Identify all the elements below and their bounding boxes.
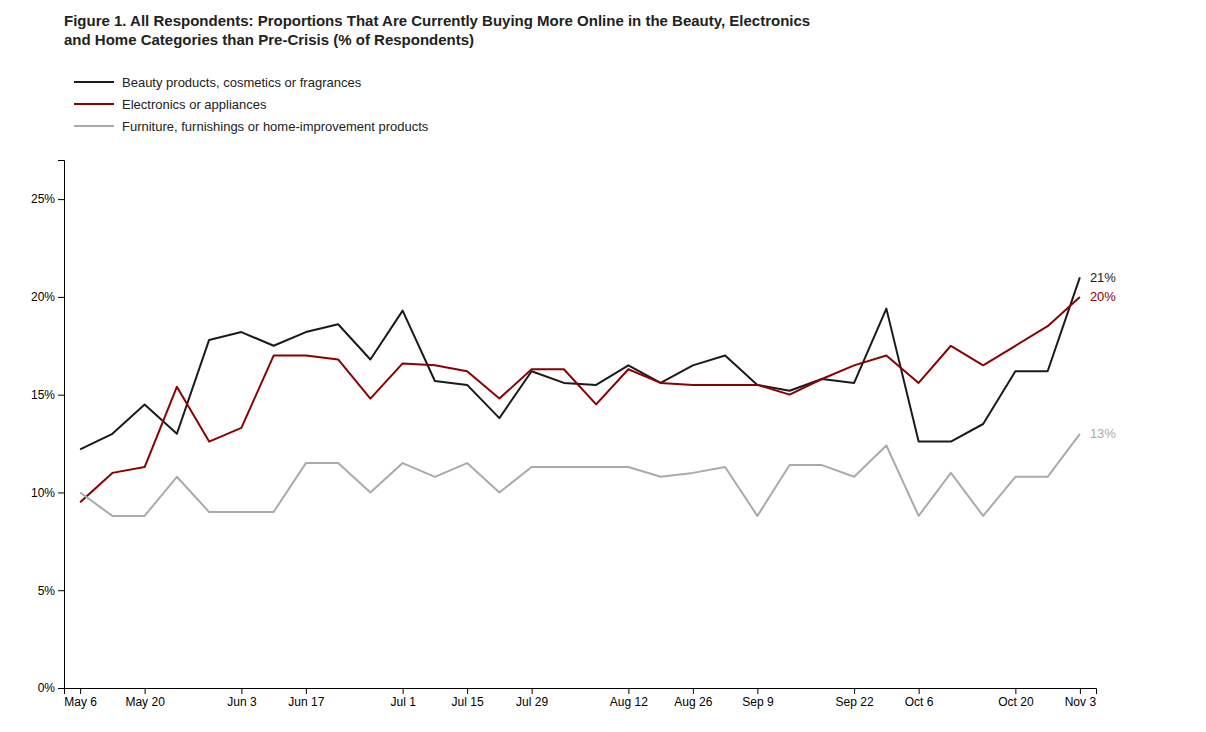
y-tick-mark (58, 688, 64, 689)
y-tick-label: 15% (31, 388, 55, 402)
x-tick: Oct 6 (905, 688, 934, 709)
x-tick: Jun 3 (227, 688, 257, 709)
x-tick: May 20 (125, 688, 165, 709)
x-tick-label: Oct 20 (998, 695, 1034, 709)
y-tick-label: 10% (31, 486, 55, 500)
x-tick-mark (919, 688, 920, 694)
x-tick: Jun 17 (288, 688, 324, 709)
series-line (80, 434, 1080, 516)
x-tick: Aug 26 (674, 688, 712, 709)
x-tick-label: Oct 6 (905, 695, 934, 709)
x-tick-label: May 20 (125, 695, 165, 709)
legend-label: Electronics or appliances (122, 97, 267, 112)
x-tick: Sep 9 (742, 688, 774, 709)
x-tick-label: Jul 29 (516, 695, 548, 709)
x-tick-mark (1015, 688, 1016, 694)
title: Figure 1. All Respondents: Proportions T… (64, 12, 810, 48)
x-tick-label: Aug 26 (674, 695, 712, 709)
series-group (80, 277, 1080, 516)
x-tick-label: Jun 17 (288, 695, 324, 709)
y-tick-mark (58, 492, 64, 493)
y-tick-mark (58, 199, 64, 200)
series-line (80, 277, 1080, 449)
y-tick: 10% (31, 486, 64, 500)
plot-area: 0% 5% 10% 15% 20% 25% May 6 May 20 Jun 3 Jun 17 Ju… (31, 161, 1116, 709)
x-tick: May 6 (64, 688, 97, 709)
y-tick: 25% (31, 192, 64, 206)
x-tick-label: Sep 22 (836, 695, 874, 709)
title-line: and Home Categories than Pre-Crisis (% o… (64, 31, 474, 48)
x-tick: Jul 1 (390, 688, 416, 709)
x-axis: May 6 May 20 Jun 3 Jun 17 Jul 1 Jul 15 Jul 29 A… (64, 688, 1096, 709)
title-line: Figure 1. All Respondents: Proportions T… (64, 12, 810, 29)
x-tick: Sep 22 (836, 688, 874, 709)
y-tick: 5% (38, 584, 64, 598)
y-tick-label: 0% (38, 681, 56, 695)
x-tick-mark (854, 688, 855, 694)
x-tick-mark (403, 688, 404, 694)
legend-swatch (74, 103, 114, 105)
legend-swatch (74, 81, 114, 83)
value-label: 13% (1090, 426, 1116, 441)
legend-item: Beauty products, cosmetics or fragrances (74, 75, 362, 90)
value-label: 21% (1090, 270, 1116, 285)
x-tick-mark (532, 688, 533, 694)
y-tick: 20% (31, 290, 64, 304)
y-tick-label: 25% (31, 192, 55, 206)
x-tick-mark (241, 688, 242, 694)
x-tick-label: Sep 9 (742, 695, 774, 709)
y-tick-mark (58, 590, 64, 591)
y-tick-mark (58, 297, 64, 298)
value-label: 20% (1090, 289, 1116, 304)
legend-label: Beauty products, cosmetics or fragrances (122, 75, 362, 90)
legend: Beauty products, cosmetics or fragrances… (74, 75, 429, 134)
x-tick-label: Jul 1 (390, 695, 416, 709)
axis-line (58, 161, 65, 689)
y-tick-label: 5% (38, 584, 56, 598)
chart: Figure 1. All Respondents: Proportions T… (0, 0, 1206, 732)
x-tick-label: Jul 15 (452, 695, 484, 709)
x-tick-mark (1080, 688, 1081, 694)
legend-label: Furniture, furnishings or home-improveme… (122, 119, 429, 134)
x-tick-label: Nov 3 (1065, 695, 1097, 709)
legend-item: Electronics or appliances (74, 97, 267, 112)
y-tick-label: 20% (31, 290, 55, 304)
value-labels: 21% 20% 13% (1090, 270, 1116, 441)
x-tick-mark (693, 688, 694, 694)
x-tick: Jul 29 (516, 688, 548, 709)
x-tick-mark (145, 688, 146, 694)
y-tick: 0% (38, 681, 64, 695)
x-tick-mark (306, 688, 307, 694)
x-tick: Nov 3 (1065, 688, 1097, 709)
x-tick-label: May 6 (64, 695, 97, 709)
x-tick: Jul 15 (452, 688, 484, 709)
x-tick-label: Aug 12 (610, 695, 648, 709)
y-axis: 0% 5% 10% 15% 20% 25% (31, 161, 65, 696)
legend-item: Furniture, furnishings or home-improveme… (74, 119, 429, 134)
x-tick-mark (80, 688, 81, 694)
series-line (80, 297, 1080, 502)
y-tick-mark (58, 395, 64, 396)
y-tick: 15% (31, 388, 64, 402)
axis-line (65, 689, 1097, 695)
x-tick-mark (467, 688, 468, 694)
x-tick: Oct 20 (998, 688, 1034, 709)
x-tick-mark (757, 688, 758, 694)
legend-swatch (74, 125, 114, 127)
x-tick-mark (628, 688, 629, 694)
x-tick-label: Jun 3 (227, 695, 257, 709)
x-tick: Aug 12 (610, 688, 648, 709)
